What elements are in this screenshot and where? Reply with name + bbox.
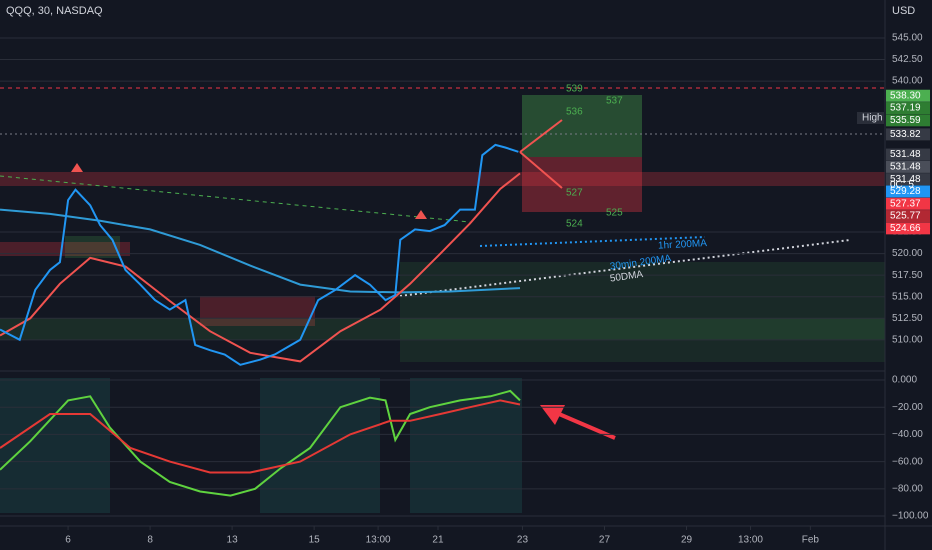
y-tick-label: 540.00 bbox=[892, 76, 923, 87]
annotation: 539 bbox=[566, 84, 583, 95]
zone bbox=[0, 242, 130, 256]
annotation: 536 bbox=[566, 107, 583, 118]
price-tag bbox=[886, 210, 930, 223]
ma-projection bbox=[399, 239, 851, 297]
annotation: 524 bbox=[566, 219, 583, 230]
stop-box bbox=[522, 157, 642, 212]
y-tick-label: 510.00 bbox=[892, 334, 923, 345]
price-tag bbox=[886, 185, 930, 198]
y-tick-label: 542.50 bbox=[892, 54, 923, 65]
high-tag-bg bbox=[857, 112, 884, 124]
down-arrow bbox=[71, 163, 83, 172]
price-tag-label: 531.48 bbox=[890, 161, 921, 172]
x-tick-label: 15 bbox=[309, 535, 321, 546]
currency: USD bbox=[892, 5, 915, 17]
price-tag bbox=[886, 102, 930, 115]
price-tag-label: 535.59 bbox=[890, 115, 921, 126]
annotation: 537 bbox=[606, 96, 623, 107]
y-tick-label: 520.00 bbox=[892, 248, 923, 259]
x-tick-label: 8 bbox=[147, 535, 153, 546]
price-tag bbox=[886, 160, 930, 173]
x-tick-label: 13 bbox=[227, 535, 239, 546]
x-tick-label: 27 bbox=[599, 535, 611, 546]
y-tick-label: 0.000 bbox=[892, 375, 917, 386]
price-tag-label: 531.48 bbox=[890, 174, 921, 185]
price-tag bbox=[886, 114, 930, 127]
y-tick-label: 545.00 bbox=[892, 33, 923, 44]
price-tag bbox=[886, 128, 930, 141]
price-tag bbox=[886, 148, 930, 161]
y-tick-label: −20.00 bbox=[892, 402, 923, 413]
price-tag bbox=[886, 89, 930, 102]
x-tick-label: 6 bbox=[65, 535, 71, 546]
annotation: 50DMA bbox=[609, 269, 644, 285]
x-tick-label: 21 bbox=[432, 535, 444, 546]
price-tag-label: 533.82 bbox=[890, 129, 921, 140]
moving-average bbox=[0, 172, 521, 363]
x-tick-label: 29 bbox=[681, 535, 693, 546]
annotation: 527 bbox=[566, 188, 583, 199]
symbol: QQQ, 30, NASDAQ bbox=[6, 5, 103, 17]
price-line bbox=[0, 143, 519, 366]
price-tag bbox=[886, 173, 930, 186]
x-tick-label: 13:00 bbox=[366, 535, 391, 546]
arrow bbox=[519, 119, 563, 153]
target-box bbox=[522, 95, 642, 157]
x-tick-label: 13:00 bbox=[738, 535, 763, 546]
price-tag-label: 527.37 bbox=[890, 198, 921, 209]
arrow bbox=[519, 151, 563, 189]
price-tag bbox=[886, 197, 930, 210]
countdown: 0C: 5 bbox=[890, 180, 914, 191]
y-tick-label: 517.50 bbox=[892, 270, 923, 281]
annotation: High bbox=[862, 113, 883, 124]
indicator-line bbox=[0, 389, 521, 497]
zone bbox=[65, 236, 120, 258]
annotation: 525 bbox=[606, 208, 623, 219]
indicator-line bbox=[0, 399, 521, 474]
x-tick-label: 23 bbox=[517, 535, 529, 546]
price-tag-label: 525.77 bbox=[890, 211, 921, 222]
trend-line bbox=[0, 175, 471, 223]
down-arrow bbox=[415, 210, 427, 219]
price-tag-label: 529.28 bbox=[890, 186, 921, 197]
y-tick-label: −100.00 bbox=[892, 511, 929, 522]
zone bbox=[400, 262, 885, 362]
zone bbox=[200, 296, 315, 326]
y-tick-label: −60.00 bbox=[892, 456, 923, 467]
y-tick-label: −80.00 bbox=[892, 483, 923, 494]
x-tick-label: Feb bbox=[802, 535, 820, 546]
annotation: 1hr 200MA bbox=[658, 238, 708, 252]
price-tag bbox=[886, 222, 930, 235]
price-tag-label: 531.48 bbox=[890, 149, 921, 160]
price-tag-label: 524.66 bbox=[890, 223, 921, 234]
moving-average bbox=[0, 208, 521, 294]
zone bbox=[0, 172, 885, 186]
y-tick-label: −40.00 bbox=[892, 429, 923, 440]
price-tag-label: 538.30 bbox=[890, 90, 921, 101]
y-tick-label: 512.50 bbox=[892, 313, 923, 324]
zone bbox=[410, 378, 522, 513]
zone bbox=[0, 318, 885, 340]
price-tag-label: 537.19 bbox=[890, 103, 921, 114]
pointer-arrow-head bbox=[540, 405, 565, 425]
y-tick-label: 515.00 bbox=[892, 291, 923, 302]
zone bbox=[260, 378, 380, 513]
zone bbox=[0, 378, 110, 513]
